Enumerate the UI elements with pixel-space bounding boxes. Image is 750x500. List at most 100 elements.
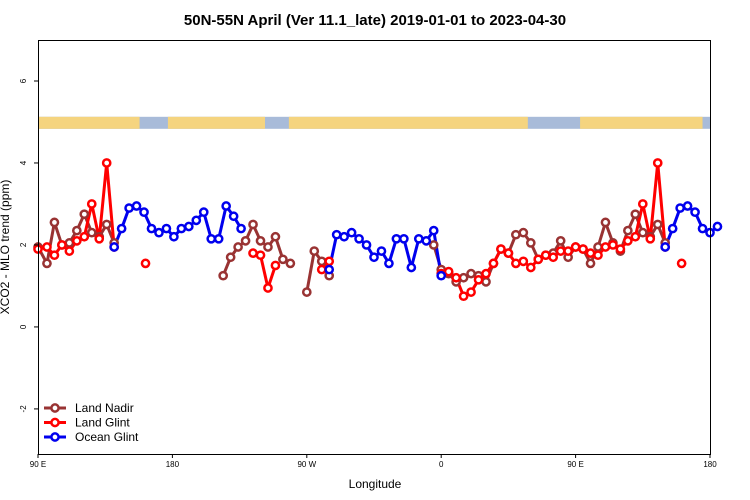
data-point (183, 221, 194, 232)
data-point (428, 240, 439, 250)
data-point (593, 250, 603, 261)
data-point (131, 201, 142, 211)
y-tick-label: 2 (19, 242, 28, 247)
data-point (652, 158, 663, 168)
data-point (593, 242, 603, 252)
series-line (221, 222, 292, 277)
data-point (154, 227, 164, 238)
data-point (496, 244, 506, 254)
data-point (436, 270, 447, 281)
data-point (71, 236, 82, 246)
data-point (169, 231, 179, 242)
data-point (697, 223, 708, 234)
data-point (161, 223, 172, 234)
data-point (42, 258, 52, 269)
y-tick-label: 6 (19, 78, 28, 83)
data-point (270, 260, 281, 271)
data-point (690, 207, 700, 218)
data-point (511, 229, 521, 240)
data-point (608, 240, 618, 250)
data-point (324, 264, 335, 275)
data-point (64, 246, 75, 256)
data-point (57, 240, 67, 250)
data-point (369, 252, 379, 263)
y-axis-label: XCO2 - MLO trend (ppm) (0, 180, 12, 315)
data-point (248, 248, 258, 258)
data-point (555, 246, 566, 256)
data-point (309, 246, 320, 256)
data-point (406, 262, 417, 273)
data-point (675, 203, 685, 213)
data-point (79, 209, 90, 220)
data-point (503, 248, 514, 258)
data-point (191, 215, 202, 226)
data-point (71, 225, 82, 236)
data-point (109, 242, 120, 252)
data-point (384, 258, 394, 269)
data-point (481, 268, 491, 279)
data-point (451, 272, 461, 283)
data-point (324, 256, 335, 267)
x-tick-label: 180 (703, 460, 717, 469)
data-point (316, 256, 327, 267)
legend-swatch-marker (50, 403, 60, 413)
y-tick-label: 0 (19, 324, 28, 329)
legend-label: Land Glint (75, 416, 130, 430)
y-tick-label: 4 (19, 160, 28, 165)
data-point (263, 283, 273, 293)
data-point (331, 229, 342, 240)
data-point (630, 209, 641, 220)
data-point (225, 252, 236, 263)
data-point (518, 256, 529, 267)
data-point (49, 250, 60, 261)
series-line (252, 251, 277, 290)
data-point (525, 262, 536, 273)
x-tick-label: 90 E (567, 460, 583, 469)
data-point (676, 258, 687, 269)
data-point (458, 291, 469, 302)
x-tick-label: 180 (166, 460, 180, 469)
legend-swatch-marker (50, 417, 60, 428)
land-band-segment (288, 116, 528, 129)
data-point (139, 207, 149, 218)
data-point (511, 258, 521, 269)
data-point (240, 236, 251, 246)
legend-label: Land Nadir (75, 401, 134, 415)
data-point (263, 242, 273, 252)
data-point (623, 236, 633, 246)
x-axis-label: Longitude (349, 477, 402, 491)
data-point (458, 272, 469, 283)
data-point (176, 223, 187, 234)
data-point (94, 233, 105, 244)
data-point (637, 227, 648, 238)
y-tick-label: -2 (19, 405, 28, 413)
data-point (270, 231, 281, 242)
data-point (682, 201, 693, 211)
data-point (600, 242, 611, 252)
data-point (255, 236, 266, 246)
data-point (285, 258, 296, 269)
data-point (630, 231, 641, 242)
data-point (473, 274, 484, 285)
data-point (570, 242, 581, 252)
data-point (49, 217, 60, 228)
data-point (86, 227, 97, 238)
data-point (645, 233, 656, 244)
x-tick-label: 0 (439, 460, 444, 469)
data-point (578, 244, 588, 254)
data-point (615, 244, 626, 254)
data-point (316, 264, 327, 275)
data-point (488, 258, 499, 269)
data-point (466, 287, 476, 297)
data-point (376, 246, 387, 256)
data-point (428, 225, 439, 236)
data-point (116, 223, 127, 234)
data-point (391, 233, 402, 244)
data-point (413, 233, 424, 244)
data-point (233, 242, 243, 252)
data-point (555, 236, 566, 246)
data-point (218, 270, 229, 281)
plot-frame (38, 40, 711, 455)
